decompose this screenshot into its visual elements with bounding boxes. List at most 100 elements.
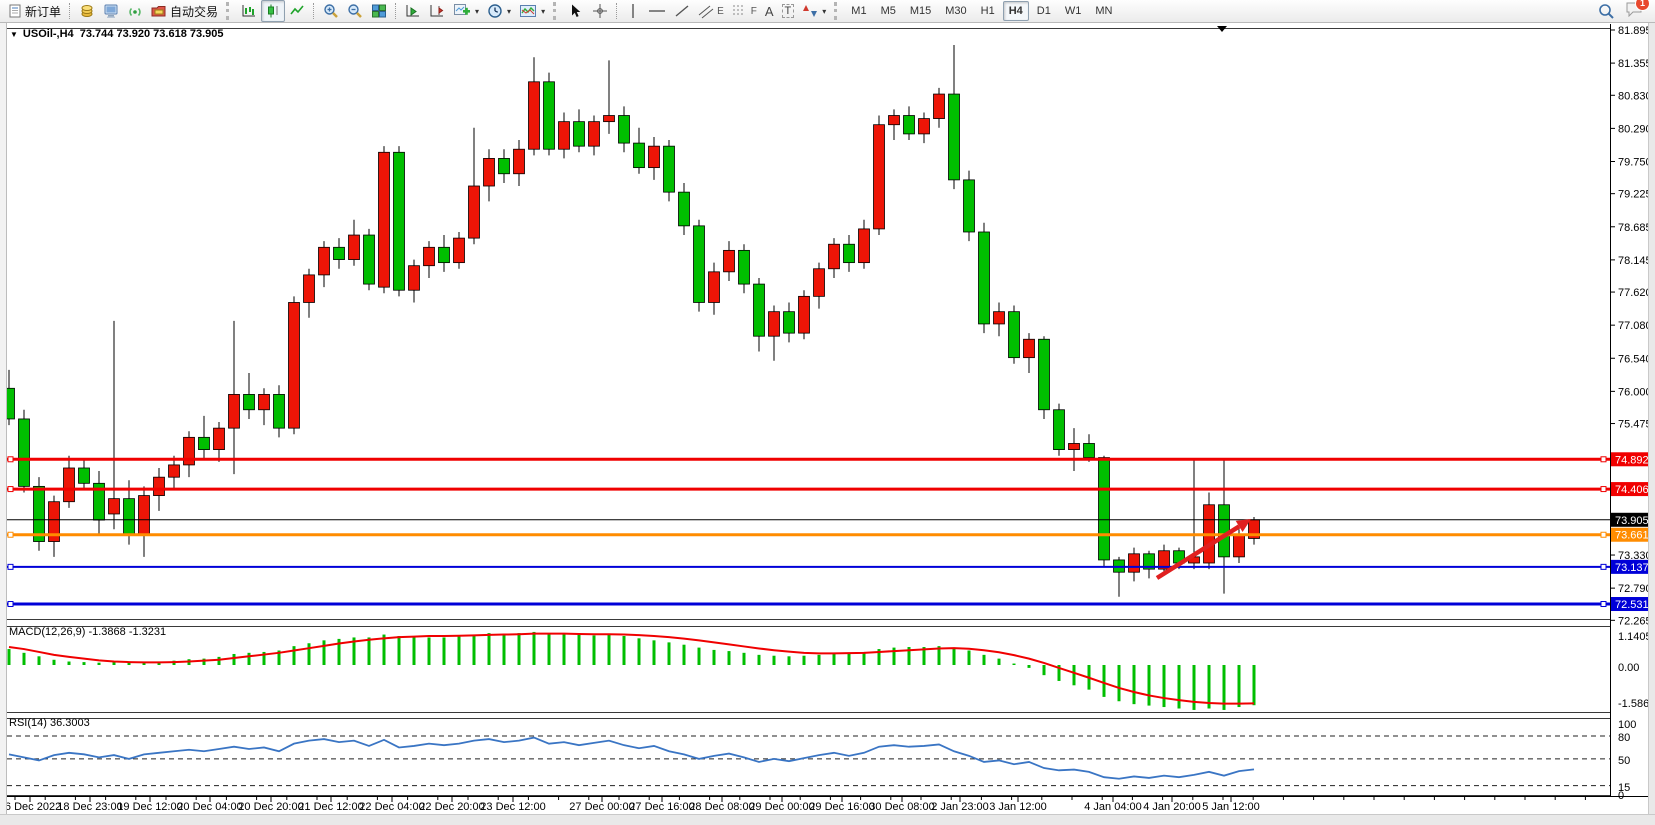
hline-72.531[interactable]: 72.531: [2, 597, 1649, 612]
candle-body: [933, 93, 945, 119]
timeframe-button-D1[interactable]: D1: [1036, 5, 1051, 17]
price-tag: [1611, 482, 1649, 497]
chart-title[interactable]: ▼ USOil-,H4 73.744 73.920 73.618 73.905: [10, 28, 224, 40]
symbol-dropdown-icon[interactable]: ▼: [10, 29, 18, 39]
indicators-button[interactable]: ▾: [449, 0, 483, 22]
candle-body: [663, 145, 675, 193]
price-tick-label: 76.540: [1618, 353, 1652, 365]
candle-body: [303, 274, 315, 303]
time-tick-label: 5 Jan 12:00: [1202, 801, 1260, 813]
templates-button[interactable]: ▾: [515, 0, 549, 22]
hline-handle: [7, 563, 14, 570]
toolbar-separator: [395, 3, 397, 19]
time-tick-label: 20 Dec 20:00: [238, 801, 303, 813]
timeframe-button-M1[interactable]: M1: [851, 5, 867, 17]
candle-body: [228, 394, 240, 429]
auto-trading-button[interactable]: 自动交易: [147, 0, 222, 22]
rsi-line: [8, 736, 1255, 780]
candle-body: [903, 115, 915, 135]
macd-indicator-label: MACD(12,26,9) -1.3868 -1.3231: [9, 626, 167, 638]
rsi-axis-label: 80: [1618, 732, 1630, 744]
candle-body: [723, 249, 735, 273]
toolbar-grip: [834, 2, 841, 20]
candle-body: [123, 498, 135, 536]
arrows-icon: [803, 5, 818, 17]
candlestick-chart-button[interactable]: [261, 0, 286, 22]
new-order-button[interactable]: 新订单: [4, 0, 65, 22]
candle-body: [528, 81, 540, 150]
signals-button[interactable]: [123, 0, 147, 22]
text-tool-button[interactable]: A: [761, 0, 778, 22]
hline-handle: [1600, 563, 1607, 570]
hline-73.661[interactable]: 73.661: [2, 527, 1649, 542]
notification-badge: 1: [1635, 0, 1650, 11]
candle-body: [543, 81, 555, 150]
vertical-line-tool-button[interactable]: [622, 0, 644, 22]
time-tick-label: 4 Jan 20:00: [1143, 801, 1201, 813]
candle-body: [948, 93, 960, 181]
timeframe-button-M15[interactable]: M15: [909, 5, 932, 17]
zoom-in-icon: [324, 4, 338, 18]
candle-body: [453, 237, 465, 264]
time-tick-label: 21 Dec 12:00: [298, 801, 363, 813]
trendline-icon: [675, 5, 689, 17]
notifications-button[interactable]: 1: [1625, 0, 1650, 22]
fibonacci-tool-button[interactable]: F: [728, 0, 761, 22]
text-label-tool-button[interactable]: T: [778, 0, 799, 22]
toolbar-separator: [69, 3, 71, 19]
zoom-out-button[interactable]: [343, 0, 367, 22]
history-center-button[interactable]: [75, 0, 99, 22]
candle-body: [588, 121, 600, 147]
chart-title-text: USOil-,H4 73.744 73.920 73.618 73.905: [22, 28, 224, 40]
timeframe-button-H1[interactable]: H1: [980, 5, 995, 17]
candle-body: [483, 158, 495, 187]
candle-body: [978, 231, 990, 325]
candles[interactable]: [3, 45, 1260, 597]
hline-73.905[interactable]: 73.905: [2, 512, 1649, 527]
timeframe-button-MN[interactable]: MN: [1095, 5, 1113, 17]
arrows-tool-button[interactable]: ▾: [798, 0, 830, 22]
candle-body: [393, 151, 405, 291]
timeframe-button-M30[interactable]: M30: [945, 5, 967, 17]
candle-body: [1218, 504, 1230, 558]
candle-body: [318, 246, 330, 276]
crosshair-tool-button[interactable]: [588, 0, 612, 22]
timeframe-button-W1[interactable]: W1: [1064, 5, 1082, 17]
rsi-axis-label: 50: [1618, 755, 1630, 767]
hline-74.892[interactable]: 74.892: [2, 452, 1649, 467]
price-tick-label: 81.355: [1618, 58, 1652, 70]
cursor-tool-button[interactable]: [564, 0, 588, 22]
line-chart-button[interactable]: [285, 0, 309, 22]
trendline-tool-button[interactable]: [670, 0, 694, 22]
price-tag: [1611, 527, 1649, 542]
hline-handle: [1600, 531, 1607, 538]
main-toolbar: 新订单 自动交易 ▾ ▾: [0, 0, 1655, 23]
periods-button[interactable]: ▾: [483, 0, 515, 22]
price-axis[interactable]: 81.895 81.355 80.830 80.290 79.750 79.225 78.6…: [1610, 24, 1655, 802]
arrow-annotation[interactable]: [1155, 519, 1251, 580]
timeframe-button-M5[interactable]: M5: [880, 5, 896, 17]
time-tick-label: 29 Dec 16:00: [809, 801, 874, 813]
candle-body: [1143, 553, 1155, 570]
candle-body: [918, 118, 930, 135]
hline-74.406[interactable]: 74.406: [2, 482, 1649, 497]
chart-shift-button[interactable]: [425, 0, 449, 22]
terminal-button[interactable]: [99, 0, 123, 22]
timeframe-button-H4[interactable]: H4: [1002, 1, 1029, 21]
templates-icon: [520, 5, 537, 17]
chart-shift-marker[interactable]: [1217, 26, 1227, 32]
tile-windows-button[interactable]: [367, 0, 391, 22]
candle-body: [843, 243, 855, 264]
bar-chart-button[interactable]: [237, 0, 261, 22]
window-scrollbar-right[interactable]: [1648, 23, 1655, 824]
hline-handle: [1600, 456, 1607, 463]
price-tick-label: 80.830: [1618, 90, 1652, 102]
auto-scroll-button[interactable]: [401, 0, 425, 22]
horizontal-line-tool-button[interactable]: [644, 0, 670, 22]
hline-73.137[interactable]: 73.137: [2, 559, 1649, 574]
zoom-in-button[interactable]: [319, 0, 343, 22]
channel-tool-button[interactable]: E: [694, 0, 728, 22]
search-icon[interactable]: [1598, 3, 1615, 20]
